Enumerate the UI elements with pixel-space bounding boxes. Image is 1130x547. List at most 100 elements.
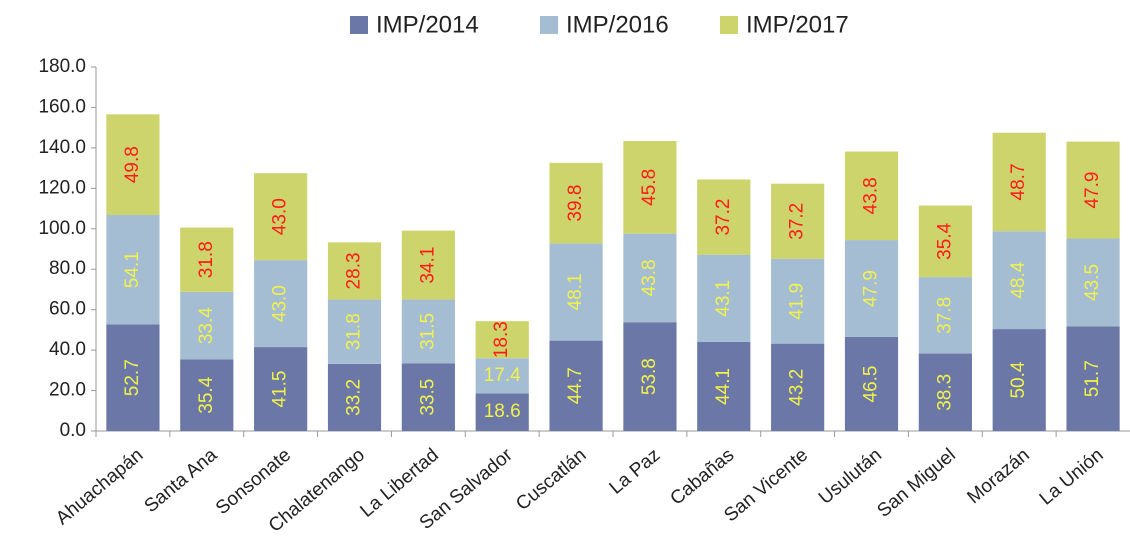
value-label: 53.8 — [639, 358, 660, 395]
bar-segment — [549, 243, 603, 341]
bar-segment — [401, 299, 455, 364]
legend-label: IMP/2017 — [746, 11, 849, 38]
bar-segment — [697, 254, 751, 342]
bar-segment — [697, 341, 751, 431]
x-tick-label: Cuscatlán — [512, 445, 590, 515]
value-label: 37.2 — [787, 203, 808, 240]
bar-segment — [106, 215, 160, 325]
bar-segment — [623, 322, 677, 431]
value-label: 35.4 — [934, 222, 955, 259]
value-label: 38.3 — [934, 374, 955, 411]
value-label: 45.8 — [639, 169, 660, 206]
value-label: 33.5 — [417, 379, 438, 416]
bar-segment — [475, 358, 529, 394]
value-label: 35.4 — [196, 376, 217, 413]
value-label: 18.3 — [491, 321, 512, 358]
bar-segment — [918, 205, 972, 278]
bar-segment — [327, 242, 382, 300]
bar-segment — [771, 258, 825, 344]
value-label: 31.5 — [417, 313, 438, 350]
value-label: 43.5 — [1082, 264, 1103, 301]
bar-segment — [623, 233, 677, 323]
bar-segment — [1066, 326, 1120, 431]
bar-segment — [106, 114, 160, 216]
x-tick-label: Santa Ana — [141, 444, 222, 517]
bar-segment — [180, 359, 234, 431]
bar-segment — [106, 324, 160, 431]
value-label: 43.2 — [787, 369, 808, 406]
bar-segment — [401, 363, 455, 431]
value-label: 48.7 — [1008, 163, 1029, 200]
value-label: 49.8 — [122, 146, 143, 183]
legend-swatch — [720, 16, 738, 34]
value-label: 33.4 — [196, 307, 217, 344]
x-tick-label: La Unión — [1036, 445, 1108, 510]
y-tick-label: 60.0 — [49, 299, 86, 320]
bar-segment — [992, 329, 1046, 431]
value-label: 50.4 — [1008, 361, 1029, 398]
x-tick-label: La Paz — [606, 445, 665, 499]
bar-segment — [180, 227, 234, 292]
value-label: 43.8 — [639, 259, 660, 296]
value-label: 31.8 — [344, 313, 365, 350]
bar-segment — [918, 353, 972, 431]
value-label: 31.8 — [196, 241, 217, 278]
value-label: 43.0 — [270, 198, 291, 235]
x-tick-label: Ahuachapán — [52, 445, 147, 530]
bar-segment — [1066, 141, 1120, 239]
bar-segment — [254, 260, 308, 348]
bar-segment — [327, 299, 382, 364]
value-label: 48.1 — [565, 273, 586, 310]
y-tick-label: 80.0 — [49, 258, 86, 279]
bar-segment — [844, 336, 899, 431]
bar-segment — [475, 321, 529, 359]
legend-swatch — [350, 16, 368, 34]
value-label: 34.1 — [417, 247, 438, 284]
value-label: 41.5 — [270, 371, 291, 408]
y-tick-label: 160.0 — [38, 96, 86, 117]
x-tick-label: Usulután — [815, 445, 886, 509]
value-label: 48.4 — [1008, 261, 1029, 298]
y-tick-label: 120.0 — [38, 177, 86, 198]
bar-segment — [771, 183, 825, 259]
bar-segment — [254, 173, 308, 261]
value-label: 47.9 — [861, 270, 882, 307]
value-label: 37.8 — [934, 297, 955, 334]
value-label: 46.5 — [861, 365, 882, 402]
bar-segment — [549, 340, 603, 431]
value-label: 43.0 — [270, 285, 291, 322]
y-tick-label: 40.0 — [49, 339, 86, 360]
bar-segment — [475, 393, 529, 431]
y-tick-label: 0.0 — [60, 420, 86, 441]
bar-segment — [771, 343, 825, 431]
bar-segment — [992, 231, 1046, 330]
x-tick-label: San Miguel — [873, 445, 959, 522]
y-tick-label: 20.0 — [49, 380, 86, 401]
value-label: 43.8 — [861, 177, 882, 214]
legend-label: IMP/2016 — [566, 11, 669, 38]
bar-segment — [1066, 238, 1120, 327]
bar-segment — [918, 277, 972, 354]
value-label: 41.9 — [787, 283, 808, 320]
x-tick-label: Cabañas — [666, 445, 738, 510]
bar-segment — [844, 151, 899, 241]
value-label: 39.8 — [565, 185, 586, 222]
bar-segment — [254, 347, 308, 431]
value-label: 37.2 — [713, 199, 734, 236]
x-tick-label: Morazán — [964, 445, 1034, 509]
bar-segment — [623, 141, 677, 234]
value-label: 33.2 — [344, 379, 365, 416]
value-label: 18.6 — [484, 401, 521, 422]
bar-segment — [180, 291, 234, 360]
bar-segment — [992, 132, 1046, 232]
value-label: 28.3 — [344, 252, 365, 289]
bar-segment — [697, 179, 751, 255]
y-tick-label: 140.0 — [38, 137, 86, 158]
y-tick-label: 100.0 — [38, 218, 86, 239]
value-label: 44.1 — [713, 368, 734, 405]
bar-segment — [549, 162, 603, 244]
value-label: 47.9 — [1082, 172, 1103, 209]
bar-segment — [844, 240, 899, 337]
value-label: 43.1 — [713, 280, 734, 317]
